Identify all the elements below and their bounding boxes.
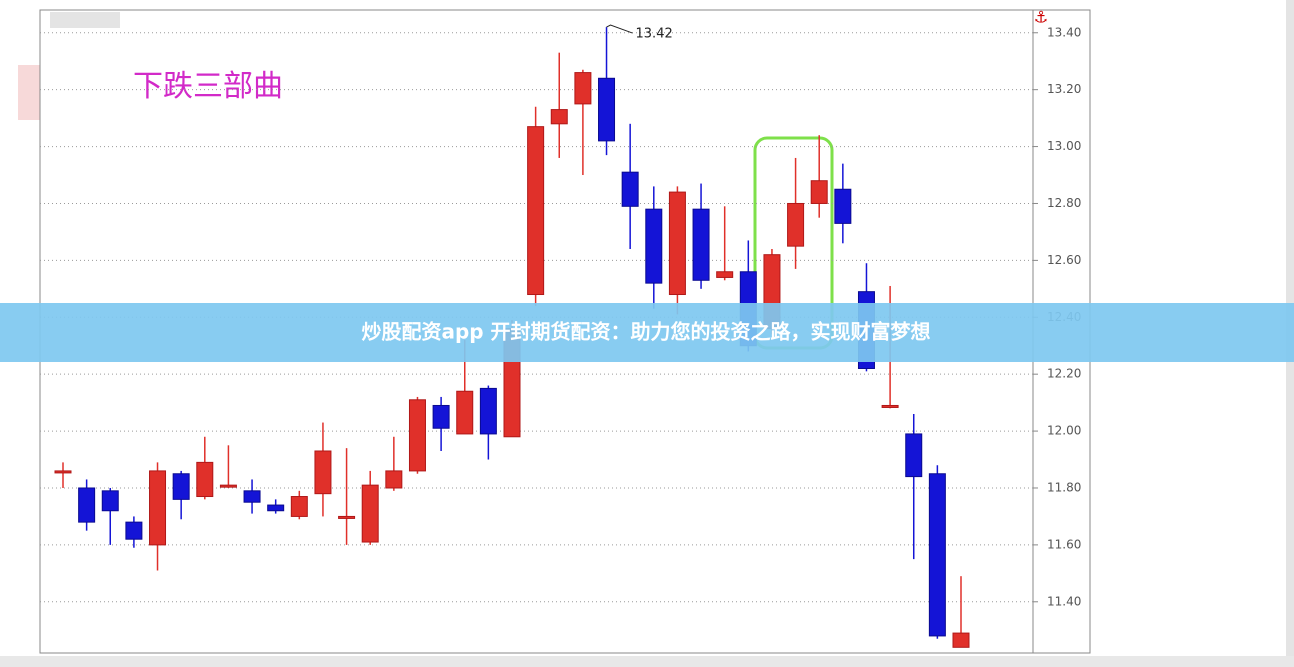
candle-body xyxy=(125,521,143,540)
chart-title: 下跌三部曲 xyxy=(133,69,283,104)
blurred-logo xyxy=(50,12,120,28)
candle-body xyxy=(692,208,710,281)
candle-body xyxy=(456,390,474,435)
y-tick-label: 12.60 xyxy=(1047,253,1081,267)
y-tick-label: 11.80 xyxy=(1047,480,1081,494)
candle-body xyxy=(645,208,663,284)
y-tick-label: 13.40 xyxy=(1047,25,1081,39)
candle-body xyxy=(598,77,616,142)
y-tick-label: 12.00 xyxy=(1047,424,1081,438)
candle-body xyxy=(668,191,686,296)
candle-body xyxy=(952,632,970,648)
anchor-icon: ⚓ xyxy=(1034,8,1048,27)
candle-body xyxy=(479,387,497,435)
candle-body xyxy=(527,126,545,296)
y-tick-label: 13.00 xyxy=(1047,139,1081,153)
candle-body xyxy=(101,490,119,512)
candle-body xyxy=(149,470,167,546)
candle-body xyxy=(314,450,332,495)
candle-body xyxy=(810,180,828,204)
annotation-label: 13.42 xyxy=(636,27,673,42)
candle-body xyxy=(408,399,426,472)
blur-edge xyxy=(18,65,40,120)
y-tick-label: 11.60 xyxy=(1047,537,1081,551)
banner-text: 炒股配资app 开封期货配资：助力您的投资之路，实现财富梦想 xyxy=(361,320,930,344)
candle-body xyxy=(243,490,261,503)
plot: 11.4011.6011.8012.0012.2012.4012.6012.80… xyxy=(40,24,1081,648)
candle-body xyxy=(432,404,450,429)
candle-body xyxy=(290,496,308,517)
candle-body xyxy=(54,470,72,474)
y-tick-label: 13.20 xyxy=(1047,82,1081,96)
candle-body xyxy=(172,473,190,500)
bottom-strip xyxy=(0,656,1294,667)
candle-body xyxy=(267,504,285,512)
annotation-leader xyxy=(606,24,633,34)
y-tick-label: 12.20 xyxy=(1047,367,1081,381)
candle-body xyxy=(716,271,734,278)
candle-body xyxy=(574,72,592,105)
y-tick-label: 12.80 xyxy=(1047,196,1081,210)
candle-body xyxy=(338,515,356,519)
candle-body xyxy=(881,404,899,408)
candle-body xyxy=(219,484,237,488)
candle-body xyxy=(787,202,805,247)
banner xyxy=(0,303,1294,362)
candle-body xyxy=(196,461,214,498)
candle-body xyxy=(361,484,379,543)
candle-body xyxy=(550,109,568,125)
y-tick-label: 11.40 xyxy=(1047,594,1081,608)
candle-body xyxy=(905,433,923,478)
candle-body xyxy=(78,487,96,523)
candle-body xyxy=(834,188,852,224)
candle-body xyxy=(385,470,403,489)
candle-body xyxy=(928,473,946,637)
candle-body xyxy=(621,171,639,207)
